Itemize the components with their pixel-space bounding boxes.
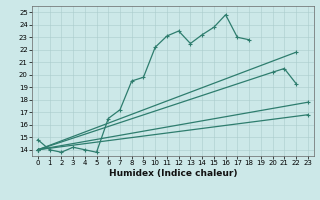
X-axis label: Humidex (Indice chaleur): Humidex (Indice chaleur) bbox=[108, 169, 237, 178]
